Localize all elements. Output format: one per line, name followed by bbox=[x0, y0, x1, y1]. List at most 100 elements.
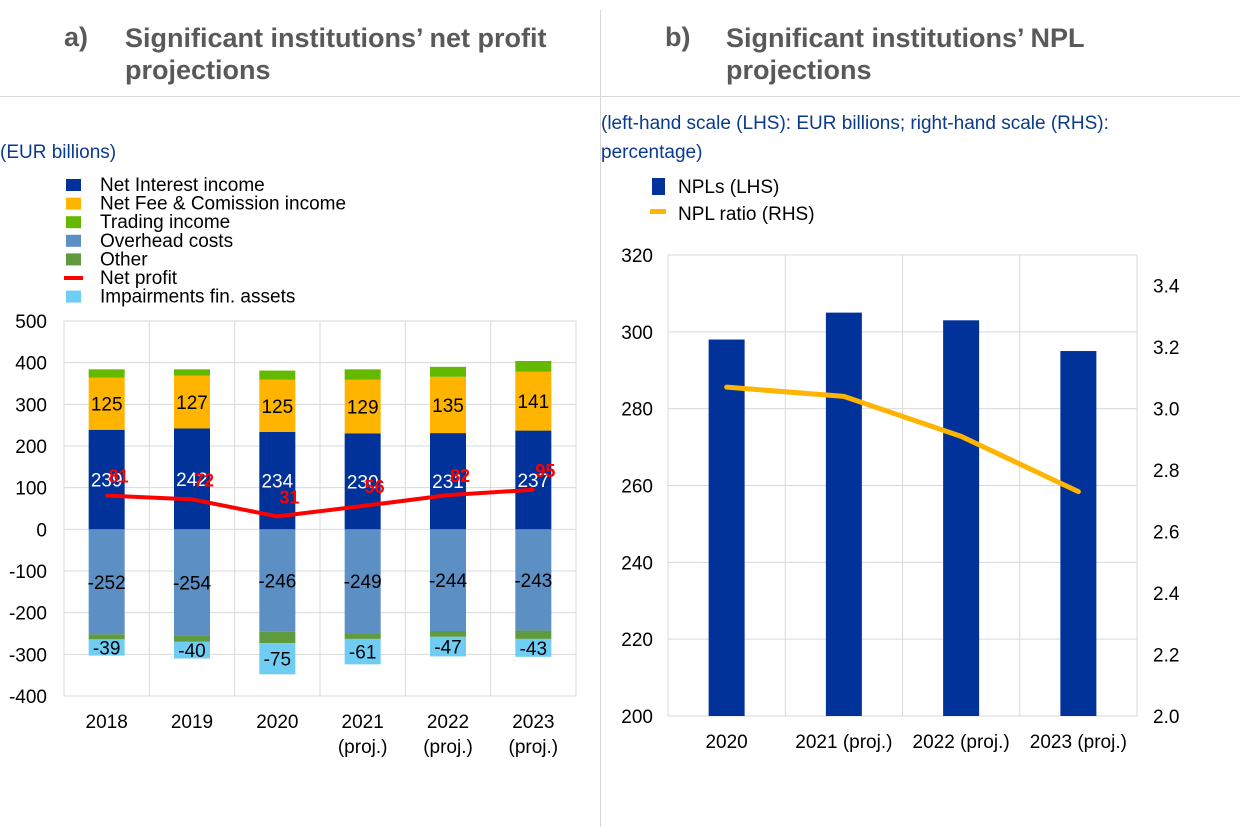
x-tick-label-a: 2021 bbox=[342, 712, 384, 733]
data-label-net-interest: 237 bbox=[517, 471, 549, 492]
bar-trading bbox=[430, 366, 466, 377]
data-label-impairments: -40 bbox=[178, 641, 205, 662]
data-label-net-interest: 242 bbox=[176, 470, 208, 491]
bar-fee bbox=[515, 371, 552, 431]
panel-divider bbox=[600, 10, 601, 827]
y-tick-label-right: 3.2 bbox=[1153, 338, 1179, 359]
bar-net-interest bbox=[88, 429, 125, 530]
x-tick-label-a: 2022 bbox=[427, 712, 469, 733]
y-tick-label-a: -300 bbox=[9, 645, 47, 666]
data-label-net-profit: 81 bbox=[109, 467, 129, 487]
bar-npl bbox=[708, 339, 745, 716]
bar-other bbox=[344, 633, 381, 639]
bar-overhead bbox=[430, 529, 466, 631]
x-tick-label-a: 2023 bbox=[512, 712, 554, 733]
bar-fee bbox=[259, 379, 296, 432]
y-tick-label-a: 400 bbox=[15, 354, 47, 375]
y-tick-label-left: 280 bbox=[621, 400, 653, 421]
data-label-fee: 125 bbox=[91, 395, 123, 416]
legend-swatch-fee bbox=[66, 197, 81, 210]
npl-ratio-line bbox=[724, 384, 1081, 495]
legend-swatch-npl-ratio bbox=[650, 209, 666, 214]
panel-b-unit-line2: percentage) bbox=[601, 142, 703, 163]
legend-label-fee: Net Fee & Comission income bbox=[100, 194, 346, 215]
data-label-impairments: -61 bbox=[349, 643, 376, 664]
net-profit-line bbox=[106, 487, 534, 519]
data-label-impairments: -39 bbox=[93, 638, 120, 659]
data-label-net-interest: 239 bbox=[91, 471, 123, 492]
panel-b-header: b) Significant institutions’ NPL project… bbox=[601, 0, 1240, 97]
y-tick-label-a: 500 bbox=[15, 312, 47, 333]
bar-other bbox=[430, 631, 466, 637]
bar-other bbox=[174, 635, 210, 642]
bar-trading bbox=[88, 369, 125, 378]
data-label-overhead: -243 bbox=[514, 571, 552, 592]
y-tick-label-right: 3.4 bbox=[1153, 277, 1180, 298]
npl-ratio-point bbox=[959, 434, 964, 439]
legend-swatch-net-interest bbox=[66, 179, 81, 191]
net-profit-point bbox=[190, 497, 194, 501]
x-tick-label-a: 2018 bbox=[86, 712, 128, 733]
bar-other bbox=[515, 630, 552, 639]
data-label-net-interest: 231 bbox=[432, 472, 464, 493]
y-tick-label-a: -400 bbox=[9, 687, 47, 708]
panel-b-title-line1: Significant institutions’ NPL bbox=[726, 23, 1085, 53]
npl-ratio-point bbox=[841, 394, 846, 399]
x-tick-label-a: (proj.) bbox=[423, 737, 473, 758]
bar-overhead bbox=[259, 529, 296, 632]
bar-impairments bbox=[430, 636, 466, 657]
data-label-impairments: -43 bbox=[520, 639, 547, 660]
panel-b-letter: b) bbox=[665, 22, 691, 52]
y-tick-label-left: 320 bbox=[621, 246, 653, 267]
legend-swatch-trading bbox=[66, 216, 81, 229]
data-label-overhead: -249 bbox=[344, 572, 382, 593]
data-label-net-interest: 234 bbox=[261, 472, 293, 493]
bar-overhead bbox=[174, 529, 210, 636]
data-label-fee: 135 bbox=[432, 396, 464, 417]
panel-a-header: a) Significant institutions’ net profit … bbox=[0, 0, 600, 97]
x-tick-label-b: 2023 (proj.) bbox=[1030, 732, 1127, 753]
bar-impairments bbox=[88, 639, 125, 656]
legend-label-impairments: Impairments fin. assets bbox=[100, 287, 295, 308]
y-tick-label-a: 100 bbox=[15, 479, 47, 500]
npl-ratio-point bbox=[724, 385, 729, 390]
panel-b-unit: (left-hand scale (LHS): EUR billions; ri… bbox=[601, 109, 1109, 167]
net-profit-chart: 500 400 300 200 100 0 -100 -200 -300 -400 2018 2019… bbox=[9, 175, 577, 758]
panel-b-title-line2: projections bbox=[726, 55, 872, 85]
y-tick-label-a: -100 bbox=[9, 562, 47, 583]
net-profit-point bbox=[275, 514, 279, 518]
data-label-fee: 127 bbox=[176, 393, 208, 414]
x-tick-label-a: 2019 bbox=[171, 712, 213, 733]
data-label-overhead: -246 bbox=[258, 572, 296, 593]
legend-label-npl: NPLs (LHS) bbox=[678, 177, 779, 198]
bar-impairments bbox=[515, 638, 552, 657]
data-label-net-profit: 72 bbox=[194, 470, 214, 490]
bar-fee bbox=[344, 379, 381, 434]
x-tick-label-a: (proj.) bbox=[338, 737, 388, 758]
npl-chart: 320 300 280 260 240 220 200 3.4 3.2 3.0 2.8 2.6 2.4 2… bbox=[621, 177, 1180, 753]
data-label-fee: 125 bbox=[261, 397, 293, 418]
y-tick-label-right: 2.0 bbox=[1153, 707, 1179, 728]
y-tick-label-a: 0 bbox=[36, 520, 47, 541]
data-label-fee: 129 bbox=[347, 398, 379, 419]
bar-trading bbox=[259, 370, 296, 380]
legend-label-overhead: Overhead costs bbox=[100, 231, 233, 252]
net-profit-point bbox=[105, 494, 109, 498]
bar-other bbox=[259, 631, 296, 644]
data-label-net-profit: 95 bbox=[535, 461, 555, 481]
y-tick-label-left: 220 bbox=[621, 630, 653, 651]
bar-impairments bbox=[259, 643, 296, 675]
x-tick-label-b: 2022 (proj.) bbox=[913, 732, 1010, 753]
data-label-impairments: -75 bbox=[264, 650, 291, 671]
legend-label-other: Other bbox=[100, 249, 148, 270]
bar-npl bbox=[943, 320, 980, 716]
legend-swatch-impairments bbox=[66, 290, 81, 303]
bar-impairments bbox=[174, 641, 210, 659]
bar-npl bbox=[825, 312, 862, 716]
legend-label-net-interest: Net Interest income bbox=[100, 175, 265, 196]
panel-b-title: Significant institutions’ NPL projection… bbox=[726, 22, 1085, 86]
bar-fee bbox=[88, 377, 125, 430]
bar-trading bbox=[174, 369, 210, 376]
bar-net-interest bbox=[174, 428, 210, 530]
y-tick-label-left: 260 bbox=[621, 477, 653, 498]
